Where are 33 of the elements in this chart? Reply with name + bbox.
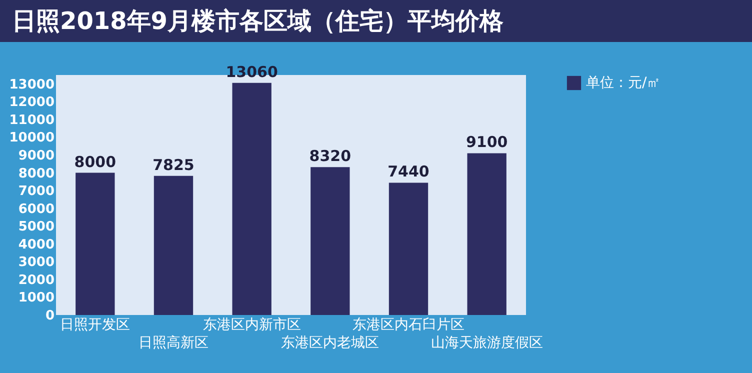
y-tick-label: 8000: [18, 166, 54, 182]
x-tick-label: 东港区内新市区: [202, 317, 301, 333]
bar: [154, 176, 194, 315]
bar: [232, 82, 272, 315]
bar: [467, 153, 506, 315]
data-label: 7440: [388, 162, 430, 181]
x-tick-label: 日照高新区: [138, 335, 208, 351]
data-label: 7825: [152, 156, 194, 174]
y-tick-label: 0: [45, 308, 54, 324]
bar: [310, 167, 350, 315]
data-label: 8320: [309, 147, 352, 166]
x-tick-label: 东港区内石臼片区: [352, 317, 464, 333]
x-tick-label: 日照开发区: [60, 317, 130, 333]
legend-label: 单位：元/㎡: [586, 75, 661, 91]
y-tick-label: 10000: [9, 130, 54, 146]
bar: [76, 172, 115, 315]
chart-title: 日照2018年9月楼市各区域（住宅）平均价格: [0, 0, 752, 42]
y-tick-label: 9000: [18, 148, 54, 164]
data-label: 8000: [74, 152, 116, 171]
data-label: 9100: [466, 133, 508, 152]
y-tick-label: 2000: [18, 272, 54, 288]
y-tick-label: 1000: [18, 290, 54, 306]
x-tick-label: 东港区内老城区: [281, 335, 380, 351]
y-tick-label: 6000: [18, 202, 54, 217]
y-tick-label: 12000: [9, 95, 54, 110]
y-tick-label: 5000: [18, 220, 54, 235]
y-tick-label: 4000: [18, 237, 54, 252]
y-tick-label: 7000: [18, 184, 54, 200]
y-tick-label: 13000: [9, 77, 54, 92]
x-tick-label: 山海天旅游度假区: [430, 335, 543, 351]
bar: [388, 182, 428, 315]
y-tick-label: 11000: [9, 112, 54, 128]
y-tick-label: 3000: [18, 255, 54, 270]
